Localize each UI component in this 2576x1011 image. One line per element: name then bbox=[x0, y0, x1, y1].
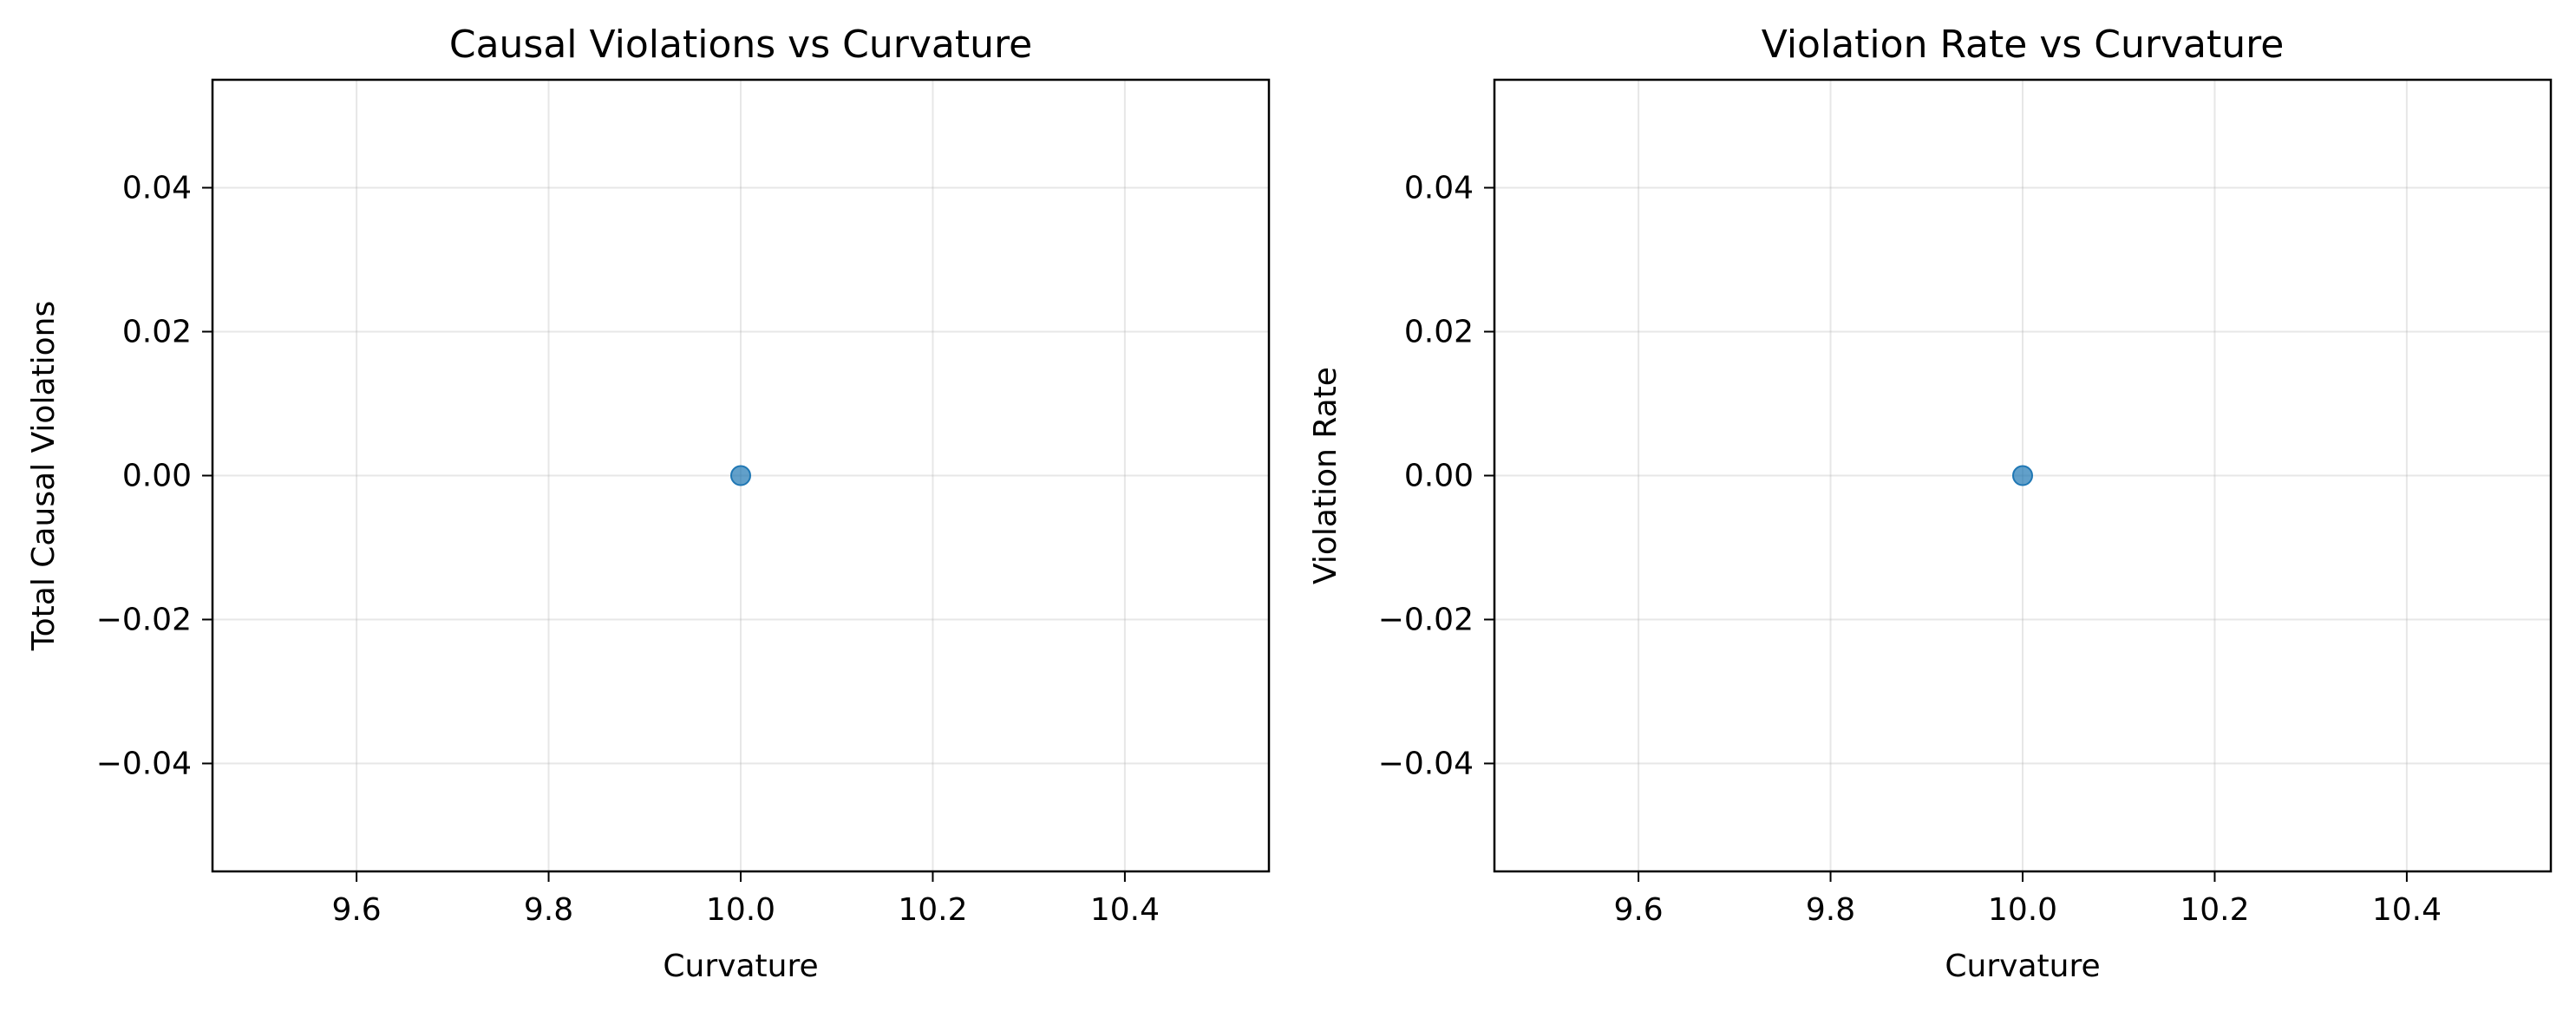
data-point bbox=[2012, 465, 2033, 486]
x-axis-label: Curvature bbox=[1945, 949, 2100, 984]
y-tick-label: 0.04 bbox=[122, 171, 192, 206]
chart-title: Violation Rate vs Curvature bbox=[1762, 23, 2285, 67]
x-tick-label: 9.8 bbox=[524, 892, 573, 928]
x-tick-label: 9.8 bbox=[1806, 892, 1855, 928]
x-tick-label: 9.6 bbox=[1613, 892, 1663, 928]
x-tick-label: 10.0 bbox=[706, 892, 775, 928]
y-tick-label: 0.00 bbox=[122, 459, 192, 494]
x-tick-label: 9.6 bbox=[331, 892, 381, 928]
x-tick-label: 10.4 bbox=[2372, 892, 2442, 928]
x-tick-label: 10.2 bbox=[2180, 892, 2249, 928]
y-tick-label: −0.04 bbox=[96, 747, 192, 782]
chart-title: Causal Violations vs Curvature bbox=[449, 23, 1032, 67]
y-axis-label: Violation Rate bbox=[1308, 367, 1344, 584]
y-tick-label: 0.04 bbox=[1404, 171, 1474, 206]
x-tick-label: 10.0 bbox=[1988, 892, 2057, 928]
y-axis-label: Total Causal Violations bbox=[26, 301, 62, 651]
y-tick-label: −0.02 bbox=[1378, 603, 1474, 638]
y-tick-label: −0.02 bbox=[96, 603, 192, 638]
chart-panel-left: 9.6 9.8 10.0 10.2 10.4 0.04 0.02 0.00 −0.02 −0.04… bbox=[26, 23, 1271, 984]
x-axis-label: Curvature bbox=[663, 949, 818, 984]
x-tick-label: 10.4 bbox=[1090, 892, 1160, 928]
chart-panel-right: 9.6 9.8 10.0 10.2 10.4 0.04 0.02 0.00 −0.02 −0.04… bbox=[1308, 23, 2553, 984]
x-tick-label: 10.2 bbox=[898, 892, 967, 928]
y-tick-label: 0.02 bbox=[1404, 315, 1474, 350]
data-point bbox=[730, 465, 751, 486]
y-tick-label: 0.02 bbox=[122, 315, 192, 350]
y-tick-label: 0.00 bbox=[1404, 459, 1474, 494]
y-tick-label: −0.04 bbox=[1378, 747, 1474, 782]
